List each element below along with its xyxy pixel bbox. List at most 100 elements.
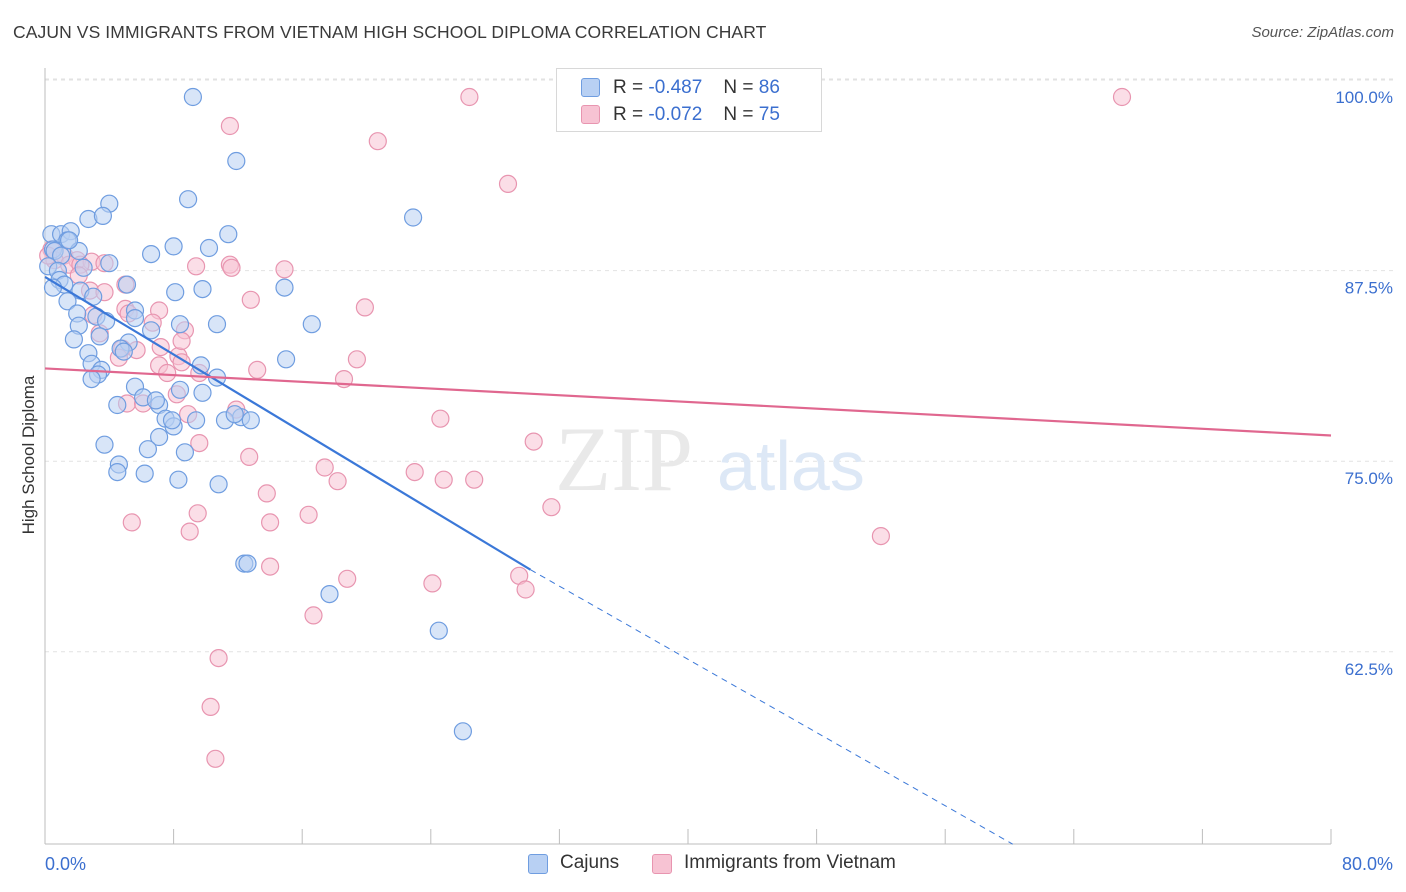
legend-swatch-blue: [581, 78, 600, 97]
cajun-point: [164, 237, 183, 256]
y-tick-label: 62.5%: [1345, 660, 1393, 679]
cajun-point: [95, 435, 114, 454]
cajun-point: [187, 411, 206, 430]
vietnam-point: [1112, 87, 1132, 107]
vietnam-point: [241, 290, 260, 309]
vietnam-point: [498, 174, 518, 193]
vietnam-point: [188, 504, 207, 523]
cajun-point: [275, 278, 294, 297]
vietnam-point: [158, 363, 177, 383]
cajun-point: [114, 342, 133, 361]
cajun-point: [241, 411, 260, 430]
y-axis-label: High School Diploma: [19, 375, 38, 534]
vietnam-point: [257, 484, 276, 503]
cajun-point: [117, 275, 137, 294]
cajun-point: [64, 330, 84, 349]
cajun-point: [135, 464, 154, 483]
y-tick-label: 75.0%: [1345, 469, 1393, 488]
vietnam-point: [355, 298, 374, 317]
cajun-point: [125, 309, 145, 328]
legend-label-vietnam: Immigrants from Vietnam: [684, 852, 896, 873]
chart-title: CAJUN VS IMMIGRANTS FROM VIETNAM HIGH SC…: [13, 22, 767, 42]
cajun-point: [170, 380, 190, 399]
y-tick-label: 100.0%: [1335, 88, 1393, 107]
cajun-point: [199, 238, 219, 258]
vietnam-point: [871, 526, 891, 546]
vietnam-point: [209, 648, 228, 668]
watermark-atlas: atlas: [717, 427, 865, 505]
trend-lines: [44, 275, 1332, 845]
cajun-trend-line: [44, 275, 532, 571]
cajun-point: [209, 475, 228, 494]
cajun-point: [453, 722, 472, 741]
cajun-point: [138, 440, 157, 459]
x-tick-label: 0.0%: [45, 854, 86, 874]
cajun-trend-extension: [530, 569, 1013, 845]
cajun-point: [74, 258, 93, 277]
cajun-point: [142, 245, 161, 264]
axis-layer: 100.0% 87.5% 75.0% 62.5% 0.0% 80.0%: [44, 68, 1393, 874]
vietnam-point: [275, 260, 294, 279]
vietnam-point: [201, 697, 220, 717]
vietnam-point: [431, 409, 450, 428]
legend-r-label: R =: [613, 104, 644, 125]
vietnam-point: [315, 458, 334, 477]
cajun-point: [108, 463, 127, 482]
y-tick-label: 87.5%: [1345, 279, 1393, 298]
vietnam-point: [180, 522, 199, 541]
vietnam-point: [222, 258, 241, 277]
vietnam-point: [434, 470, 453, 489]
legend-r-label: R =: [613, 77, 644, 98]
legend-r-value: -0.072: [648, 104, 703, 125]
vietnam-point: [328, 472, 347, 491]
vietnam-point: [304, 606, 323, 625]
cajun-point: [166, 283, 185, 302]
cajun-point: [179, 190, 198, 209]
vietnam-trend-line: [44, 367, 1332, 437]
cajun-point: [169, 470, 188, 489]
vietnam-point: [248, 360, 267, 379]
cajun-point: [108, 395, 127, 415]
legend-swatch-blue: [528, 854, 548, 874]
vietnam-point: [405, 463, 424, 482]
legend-r-value: -0.487: [648, 77, 703, 98]
vietnam-point: [516, 580, 535, 599]
vietnam-point: [542, 498, 561, 517]
legend-n-value: 75: [758, 104, 780, 125]
vietnam-point: [465, 470, 484, 489]
vietnam-point: [172, 331, 191, 351]
vietnam-point: [220, 116, 239, 136]
cajun-point: [96, 312, 116, 331]
stats-legend: R = -0.487 N = 86 R = -0.072 N = 75: [556, 68, 822, 132]
vietnam-point: [261, 513, 280, 532]
cajun-point: [207, 315, 227, 334]
cajun-point: [320, 584, 339, 604]
cajun-point: [162, 411, 182, 430]
cajun-point: [404, 208, 423, 227]
cajun-point: [58, 292, 77, 311]
vietnam-point: [206, 749, 225, 768]
watermark-zip: ZIP: [555, 408, 693, 510]
vietnam-point: [368, 132, 387, 151]
cajun-point: [150, 427, 169, 447]
cajun-point: [146, 391, 165, 410]
legend-n-value: 86: [758, 77, 780, 98]
watermark: ZIP atlas: [555, 408, 865, 510]
cajun-point: [82, 370, 101, 389]
cajun-point: [170, 315, 190, 334]
source-label: Source: ZipAtlas.com: [1251, 24, 1394, 41]
cajun-point: [219, 225, 238, 244]
cajun-point: [225, 405, 244, 424]
vietnam-point: [524, 432, 543, 451]
cajun-point: [302, 315, 321, 334]
cajun-point: [193, 280, 212, 299]
cajun-point: [93, 206, 113, 225]
cajun-point: [175, 443, 194, 462]
vietnam-point: [423, 574, 442, 593]
cajun-point: [183, 87, 202, 107]
vietnam-point: [460, 87, 479, 107]
vietnam-point: [261, 557, 280, 576]
vietnam-point: [187, 257, 206, 276]
cajun-point: [429, 621, 448, 640]
